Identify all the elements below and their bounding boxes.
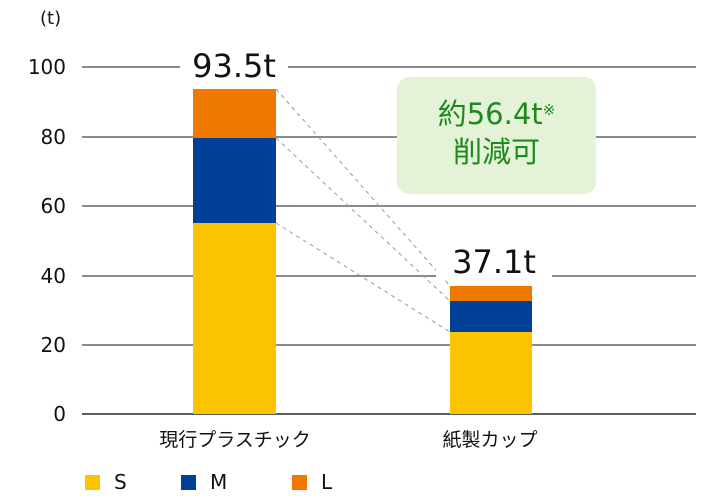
gridline-40 bbox=[82, 275, 696, 277]
bar-segment-l bbox=[450, 286, 532, 301]
bar-segment-l bbox=[193, 89, 276, 138]
total-label-paper-cup: 37.1t bbox=[436, 244, 552, 280]
gridline-80 bbox=[82, 136, 696, 138]
reduction-callout: 約56.4t※ 削減可 bbox=[397, 77, 596, 194]
gridline-60 bbox=[82, 205, 696, 207]
gridline-20 bbox=[82, 344, 696, 346]
y-tick-20: 20 bbox=[40, 333, 66, 357]
legend-swatch-m bbox=[181, 474, 196, 490]
y-tick-60: 60 bbox=[40, 194, 66, 218]
legend-item-l: L bbox=[292, 470, 332, 494]
x-axis-baseline bbox=[82, 413, 696, 415]
legend-label-l: L bbox=[321, 470, 333, 494]
legend-label-m: M bbox=[210, 470, 228, 494]
bar-paper-cup bbox=[450, 286, 532, 414]
bar-segment-s bbox=[450, 332, 532, 414]
legend-label-s: S bbox=[114, 470, 127, 494]
y-tick-80: 80 bbox=[40, 125, 66, 149]
bar-segment-m bbox=[450, 301, 532, 332]
y-tick-40: 40 bbox=[40, 264, 66, 288]
callout-text: 削減可 bbox=[452, 135, 540, 169]
x-label-paper-cup: 紙製カップ bbox=[442, 429, 538, 451]
bar-segment-m bbox=[193, 138, 276, 223]
y-tick-0: 0 bbox=[53, 402, 66, 426]
footnote-mark: ※ bbox=[542, 101, 556, 119]
x-label-current-plastic: 現行プラスチック bbox=[159, 429, 311, 451]
bar-current-plastic bbox=[193, 89, 276, 414]
total-label-current-plastic: 93.5t bbox=[180, 48, 288, 84]
legend-item-s: S bbox=[85, 470, 127, 494]
gridline-100 bbox=[82, 66, 696, 68]
y-tick-100: 100 bbox=[27, 55, 66, 79]
legend-item-m: M bbox=[181, 470, 227, 494]
y-axis-unit: (t) bbox=[40, 8, 62, 29]
legend-swatch-l bbox=[292, 474, 307, 490]
bar-segment-s bbox=[193, 223, 276, 414]
callout-amount: 約56.4t bbox=[437, 97, 543, 131]
legend-swatch-s bbox=[85, 474, 100, 490]
